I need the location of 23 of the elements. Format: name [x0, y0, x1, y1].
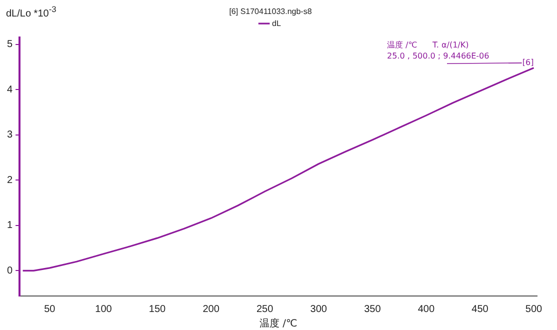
- x-tick-label: 250: [256, 304, 274, 315]
- legend-label: dL: [272, 18, 282, 28]
- y-axis-title: dL/Lo *10$^{-3}$: [6, 4, 56, 20]
- legend-title: [6] S170411033.ngb-s8: [229, 7, 312, 16]
- x-tick-label: 200: [202, 304, 220, 315]
- x-tick-label: 50: [44, 304, 56, 315]
- y-tick-label: 4: [7, 84, 13, 96]
- x-tick-label: 400: [418, 304, 435, 315]
- x-tick-label: 500: [525, 304, 543, 315]
- x-tick-label: 150: [148, 304, 166, 315]
- annotation: 25.0 , 500.0 ; 9.4466E-06: [387, 52, 490, 61]
- y-tick-label: 5: [7, 39, 13, 50]
- x-tick-label: 100: [95, 304, 112, 315]
- y-tick-label: 2: [7, 174, 13, 186]
- y-tick-label: 0: [7, 265, 13, 276]
- x-tick-label: 300: [310, 304, 328, 315]
- y-tick-label: 3: [7, 130, 13, 141]
- x-tick-label: 350: [364, 304, 382, 315]
- x-axis-title: 温度 /℃: [259, 318, 298, 330]
- x-tick-label: 450: [472, 304, 489, 315]
- annotation: [6]: [522, 58, 534, 67]
- y-tick-label: 1: [7, 220, 13, 232]
- annotation: 温度 /℃ T. α/(1/K): [387, 40, 469, 50]
